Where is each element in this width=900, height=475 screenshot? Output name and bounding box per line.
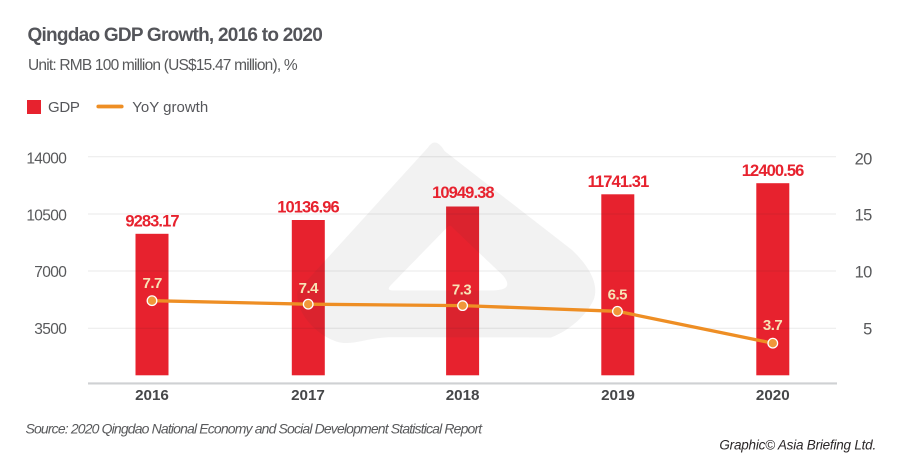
svg-text:7.3: 7.3 — [452, 281, 472, 298]
svg-text:3500: 3500 — [34, 321, 67, 338]
svg-text:YoY growth: YoY growth — [132, 99, 208, 116]
svg-text:Source: 2020 Qingdao National: Source: 2020 Qingdao National Economy an… — [26, 421, 484, 437]
svg-text:6.5: 6.5 — [608, 286, 628, 303]
svg-text:10: 10 — [855, 264, 872, 282]
svg-text:2016: 2016 — [135, 387, 169, 404]
svg-text:5: 5 — [863, 320, 872, 338]
svg-text:GDP: GDP — [48, 99, 80, 116]
svg-text:7.7: 7.7 — [143, 275, 163, 292]
svg-text:2019: 2019 — [601, 387, 635, 404]
svg-text:Graphic© Asia Briefing Ltd.: Graphic© Asia Briefing Ltd. — [719, 437, 876, 452]
svg-text:12400.56: 12400.56 — [742, 162, 804, 180]
svg-text:7000: 7000 — [34, 264, 67, 281]
svg-text:9283.17: 9283.17 — [125, 212, 179, 230]
svg-text:10500: 10500 — [26, 208, 67, 225]
svg-text:Qingdao GDP Growth, 2016 to 20: Qingdao GDP Growth, 2016 to 2020 — [28, 25, 323, 46]
svg-text:2020: 2020 — [756, 387, 790, 404]
svg-text:10949.38: 10949.38 — [432, 184, 494, 202]
svg-text:14000: 14000 — [26, 151, 67, 168]
svg-text:11741.31: 11741.31 — [588, 173, 649, 191]
svg-text:2017: 2017 — [291, 387, 325, 404]
svg-text:7.4: 7.4 — [299, 280, 320, 297]
svg-text:10136.96: 10136.96 — [277, 199, 339, 217]
svg-text:3.7: 3.7 — [763, 317, 783, 334]
svg-text:2018: 2018 — [446, 387, 480, 404]
svg-text:15: 15 — [855, 207, 872, 225]
svg-text:20: 20 — [855, 150, 872, 168]
svg-text:Unit: RMB 100 million (US$15.4: Unit: RMB 100 million (US$15.47 million)… — [28, 57, 298, 74]
